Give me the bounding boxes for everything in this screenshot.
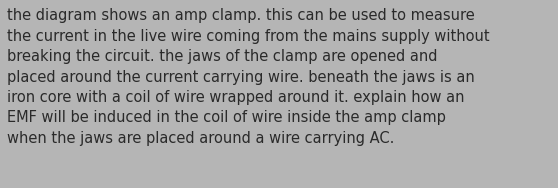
Text: the diagram shows an amp clamp. this can be used to measure
the current in the l: the diagram shows an amp clamp. this can…	[7, 8, 489, 146]
